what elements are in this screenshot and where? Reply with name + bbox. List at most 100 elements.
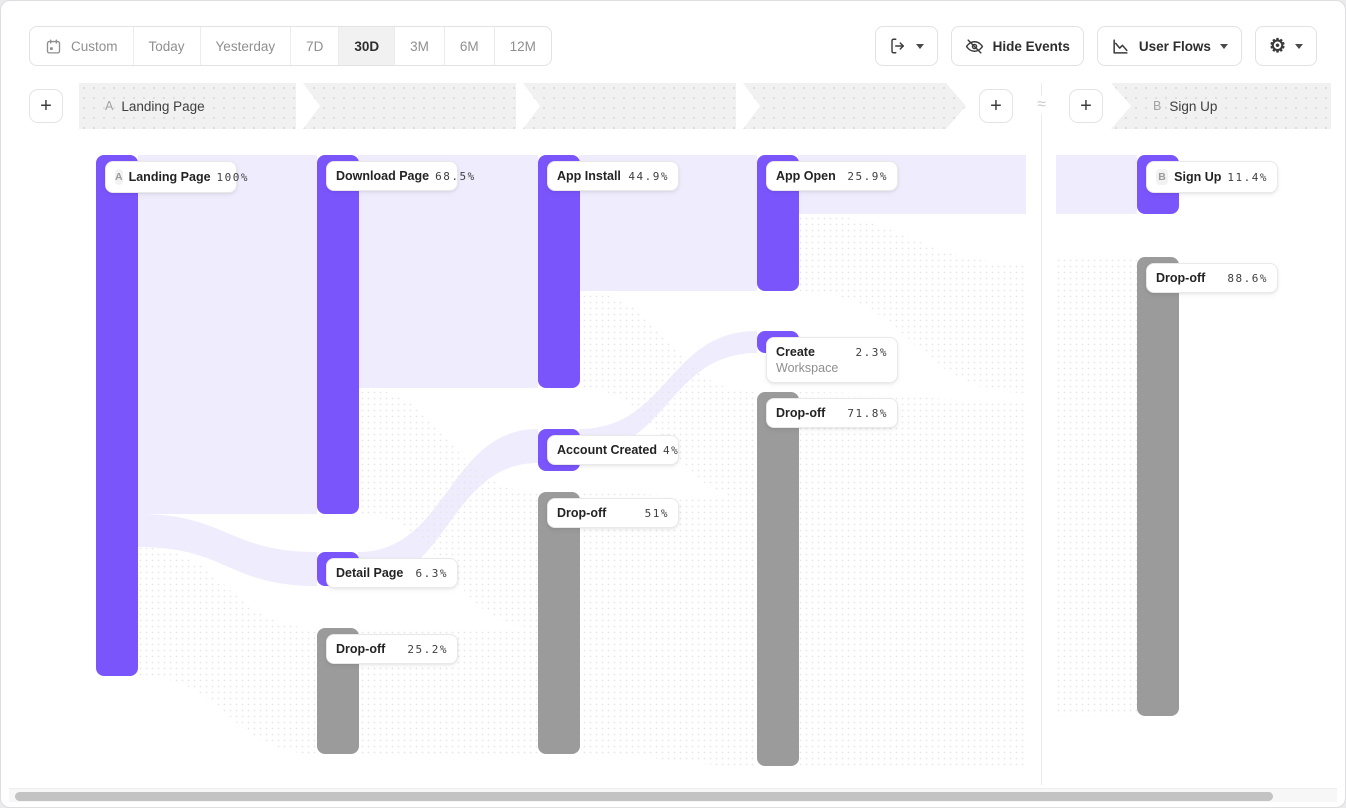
node-bar-download-page[interactable] [317, 155, 359, 514]
horizontal-scrollbar-track[interactable] [9, 788, 1337, 802]
flow-link-app-open-to-section-a-end [798, 214, 1026, 393]
node-value: 68.5% [435, 169, 476, 183]
node-name-line2: Workspace [776, 361, 839, 375]
add-step-button-b-start[interactable]: + [1069, 89, 1103, 123]
date-range-6m[interactable]: 6M [443, 27, 494, 65]
node-label-app-open[interactable]: App Open 25.9% [766, 161, 898, 191]
date-range-label: 30D [354, 38, 380, 54]
horizontal-scrollbar-thumb[interactable] [15, 792, 1273, 801]
node-bar-drop-off-4[interactable] [757, 392, 799, 766]
toolbar-right-group: Hide Events User Flows ⚙ [874, 26, 1317, 66]
node-value: 88.6% [1227, 271, 1268, 285]
flow-link-section-b-start-to-drop-off-b [1056, 257, 1137, 716]
flow-link-landing-page-to-drop-off-2 [138, 547, 317, 754]
chevron-down-icon [1295, 43, 1303, 49]
add-step-button-left[interactable]: + [29, 89, 63, 123]
node-label-account-created[interactable]: Account Created 4% [547, 435, 679, 465]
settings-button[interactable]: ⚙ [1254, 26, 1317, 66]
flow-link-drop-off-4-to-section-a-end [798, 392, 1026, 769]
node-bar-drop-off-3[interactable] [538, 492, 580, 754]
chevron-separator-icon [296, 83, 320, 129]
step-header-b-label: B Sign Up [1153, 99, 1217, 114]
node-value: 51% [644, 506, 669, 520]
section-divider [1041, 83, 1042, 785]
view-selector-button[interactable]: User Flows [1096, 26, 1242, 66]
flow-link-landing-page-to-download-page[interactable] [138, 155, 317, 514]
node-label-drop-off-2[interactable]: Drop-off 25.2% [326, 634, 458, 664]
chevron-down-icon [915, 43, 924, 49]
node-bar-drop-off-b[interactable] [1137, 257, 1179, 716]
chevron-separator-icon [736, 83, 760, 129]
hide-events-button[interactable]: Hide Events [950, 26, 1084, 66]
node-bar-app-install[interactable] [538, 155, 580, 388]
date-range-12m[interactable]: 12M [493, 27, 551, 65]
flow-link-download-page-to-drop-off-3 [358, 388, 538, 628]
flow-link-section-b-start-to-sign-up[interactable] [1056, 155, 1137, 214]
node-name: Landing Page [128, 170, 211, 184]
node-name: App Install [557, 169, 621, 183]
step-header-b[interactable]: B Sign Up [1111, 83, 1331, 129]
node-name: Account Created [557, 443, 658, 457]
add-step-button-a-end[interactable]: + [979, 89, 1013, 123]
node-badge-landing-page: A [115, 169, 123, 185]
node-name: Detail Page [336, 566, 404, 580]
node-label-landing-page[interactable]: A Landing Page 100% [105, 161, 248, 193]
hide-events-label: Hide Events [992, 38, 1070, 54]
node-label-drop-off-3[interactable]: Drop-off 51% [547, 498, 679, 528]
node-value: 4% [663, 443, 680, 457]
node-value: 100% [216, 170, 250, 184]
node-value: 44.9% [628, 169, 669, 183]
node-label-drop-off-b[interactable]: Drop-off 88.6% [1146, 263, 1278, 293]
node-label-download-page[interactable]: Download Page 68.5% [326, 161, 474, 191]
flow-link-download-page-to-app-install[interactable] [358, 155, 538, 388]
step-a-badge: A [105, 99, 114, 113]
node-value: 25.2% [407, 642, 448, 656]
step-b-title: Sign Up [1169, 98, 1218, 114]
node-name: Create [776, 345, 815, 359]
date-range-3m[interactable]: 3M [394, 27, 444, 65]
node-label-app-install[interactable]: App Install 44.9% [547, 161, 679, 191]
date-range-custom[interactable]: Custom [30, 27, 133, 65]
node-bar-landing-page[interactable] [96, 155, 138, 676]
node-name: Sign Up [1174, 170, 1222, 184]
flow-link-drop-off-3-to-drop-off-4 [579, 492, 757, 766]
chevron-down-icon [1219, 43, 1228, 49]
node-label-drop-off-4[interactable]: Drop-off 71.8% [766, 398, 898, 428]
node-value: 25.9% [847, 169, 888, 183]
date-range-label: Today [148, 38, 185, 54]
view-selector-label: User Flows [1138, 38, 1211, 54]
date-range-7d[interactable]: 7D [290, 27, 338, 65]
node-name: Download Page [336, 169, 430, 183]
date-range-yesterday[interactable]: Yesterday [199, 27, 291, 65]
node-label-sign-up[interactable]: B Sign Up 11.4% [1146, 161, 1278, 193]
eye-off-icon [965, 37, 984, 56]
node-name: Drop-off [557, 506, 607, 520]
export-button[interactable] [874, 26, 938, 66]
node-value: 11.4% [1227, 170, 1268, 184]
node-name: Drop-off [336, 642, 386, 656]
line-chart-icon [1111, 37, 1130, 56]
toolbar: Custom Today Yesterday 7D 30D 3M 6M 12M [29, 26, 1317, 66]
step-a-title: Landing Page [121, 98, 205, 114]
flow-link-landing-page-to-detail-page[interactable] [138, 514, 317, 586]
node-label-detail-page[interactable]: Detail Page 6.3% [326, 558, 458, 588]
date-range-today[interactable]: Today [132, 27, 200, 65]
date-range-label: Yesterday [215, 38, 276, 54]
gear-icon: ⚙ [1268, 35, 1286, 57]
calendar-icon [45, 38, 62, 55]
chevron-separator-icon [516, 83, 540, 129]
node-badge-sign-up: B [1156, 169, 1169, 185]
flow-link-app-install-to-drop-off-4 [579, 291, 757, 500]
node-value: 2.3% [855, 345, 888, 359]
date-range-label: 3M [410, 38, 429, 54]
step-b-badge: B [1153, 99, 1162, 113]
date-range-30d[interactable]: 30D [338, 27, 395, 65]
node-label-create-workspace[interactable]: Create 2.3% Workspace [766, 337, 898, 383]
date-range-group: Custom Today Yesterday 7D 30D 3M 6M 12M [29, 26, 552, 66]
node-value: 6.3% [415, 566, 448, 580]
step-header-a-label: A Landing Page [105, 99, 205, 114]
date-range-label: 7D [306, 38, 324, 54]
step-header-a[interactable]: A Landing Page [79, 83, 966, 129]
